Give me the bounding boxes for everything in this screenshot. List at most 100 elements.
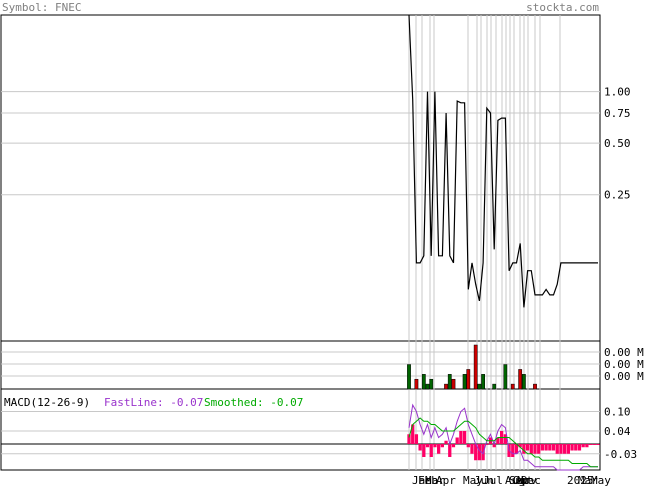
price-tick-label: 0.50 (604, 137, 631, 150)
volume-bar (462, 374, 467, 390)
macd-series (1, 403, 600, 471)
macd-tick-label: 0.04 (604, 425, 631, 438)
macd-histogram-bar (518, 444, 522, 448)
volume-bar (451, 378, 456, 390)
macd-histogram-bar (514, 444, 519, 454)
volume-bar (421, 374, 426, 390)
x-tick-label: Apr (436, 474, 456, 486)
macd-fast-label: FastLine: -0.07 (104, 396, 203, 409)
volume-bar (447, 374, 452, 390)
price-line (408, 14, 598, 308)
macd-histogram-bar (577, 444, 582, 451)
x-tick-label: Sep (509, 474, 529, 486)
macd-histogram-bar (422, 444, 426, 457)
price-tick-label: 0.25 (604, 189, 631, 202)
volume-bar (414, 378, 419, 390)
macd-histogram-bar (596, 444, 600, 445)
macd-histogram-bar (544, 444, 548, 451)
macd-histogram-bar (537, 444, 541, 454)
macd-histogram-bar (407, 434, 411, 444)
price-series (408, 14, 598, 308)
macd-histogram-bar (418, 444, 422, 451)
macd-histogram-bar (496, 437, 500, 444)
macd-histogram-bar (563, 444, 567, 454)
volume-tick-label: 0.00 M (604, 370, 644, 383)
macd-histogram-bar (540, 444, 545, 451)
macd-histogram-bar (455, 437, 459, 444)
macd-histogram-bar (429, 444, 433, 457)
macd-histogram-bar (485, 444, 489, 445)
volume-bar (481, 374, 486, 390)
grid-lines (1, 15, 600, 470)
macd-histogram-bar (588, 444, 593, 445)
macd-histogram-bar (477, 444, 482, 461)
volume-bar (503, 364, 508, 390)
price-tick-label: 0.75 (604, 107, 631, 120)
macd-smooth-line (408, 417, 598, 468)
macd-histogram-bar (511, 444, 515, 457)
macd-title: MACD(12-26-9) (4, 396, 90, 409)
x-tick-label: May (463, 474, 483, 486)
macd-fast-line (408, 403, 598, 471)
axis-labels: 1.000.750.500.250.00 M0.00 M0.00 M0.100.… (412, 86, 644, 486)
macd-histogram-bar (566, 444, 570, 454)
macd-histogram-bar (592, 444, 596, 445)
volume-tick-label: 0.00 M (604, 358, 644, 371)
x-tick-label: Feb (418, 474, 438, 486)
symbol-label: Symbol: FNEC (2, 1, 81, 14)
macd-histogram-bar (414, 434, 419, 444)
x-tick-label: Oct (513, 474, 533, 486)
macd-smooth-label: Smoothed: -0.07 (204, 396, 303, 409)
macd-histogram-bar (522, 444, 526, 454)
volume-bar (477, 383, 482, 390)
volume-bar (444, 383, 448, 390)
macd-histogram-bar (451, 444, 456, 448)
x-tick-label: Jul (483, 474, 503, 486)
macd-histogram-bar (444, 440, 448, 444)
volume-bar (492, 383, 497, 390)
macd-histogram-bar (570, 444, 574, 451)
macd-histogram-bar (492, 444, 496, 448)
macd-histogram-bar (425, 444, 430, 448)
macd-histogram-bar (470, 444, 474, 454)
x-tick-label: Jan (412, 474, 432, 486)
macd-histogram-bar (585, 444, 589, 448)
macd-histogram-bar (459, 431, 463, 444)
volume-bar (533, 383, 537, 390)
macd-histogram-bar (440, 444, 444, 448)
volume-bar (466, 369, 471, 390)
macd-histogram-bar (411, 424, 415, 444)
macd-histogram-bar (474, 444, 478, 461)
x-tick-label: Nov (517, 474, 537, 486)
macd-histogram-bar (437, 444, 441, 454)
macd-histogram-bar (462, 431, 467, 444)
x-tick-label: Dec (521, 474, 541, 486)
x-tick-label: Mar (425, 474, 445, 486)
x-tick-label: Aug (505, 474, 525, 486)
macd-histogram-bar (581, 444, 585, 448)
macd-histogram-bar (433, 444, 437, 448)
volume-bar (518, 369, 523, 390)
macd-histogram-bar (533, 444, 537, 454)
x-tick-label: Mar (578, 474, 598, 486)
x-tick-label: Jun (474, 474, 494, 486)
macd-histogram-bar (466, 444, 470, 448)
volume-bar (473, 344, 478, 390)
volume-bar (521, 374, 526, 390)
macd-histogram-bar (548, 444, 552, 451)
volume-bar (407, 364, 411, 390)
macd-histogram-bar (551, 444, 556, 451)
macd-tick-label: -0.03 (604, 448, 637, 461)
macd-histogram-bar (555, 444, 559, 454)
macd-histogram-bar (503, 434, 507, 444)
x-tick-label: May (591, 474, 611, 486)
price-tick-label: 1.00 (604, 86, 631, 99)
macd-histogram-bar (559, 444, 563, 454)
volume-bars (407, 344, 537, 390)
volume-bar (425, 383, 430, 390)
macd-panel (0, 388, 601, 471)
macd-tick-label: 0.10 (604, 406, 631, 419)
site-label: stockta.com (526, 1, 599, 14)
x-tick-label: 2025 (567, 474, 594, 486)
